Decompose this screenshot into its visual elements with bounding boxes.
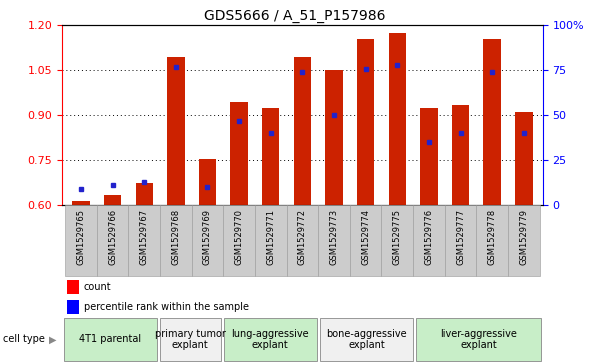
Text: ▶: ▶ xyxy=(49,334,57,344)
Text: GSM1529778: GSM1529778 xyxy=(488,209,497,265)
Text: GSM1529775: GSM1529775 xyxy=(393,209,402,265)
Text: lung-aggressive
explant: lung-aggressive explant xyxy=(231,329,309,350)
Bar xyxy=(160,205,192,276)
Text: bone-aggressive
explant: bone-aggressive explant xyxy=(326,329,407,350)
Bar xyxy=(445,205,476,276)
Text: percentile rank within the sample: percentile rank within the sample xyxy=(84,302,248,312)
Bar xyxy=(65,205,97,276)
FancyBboxPatch shape xyxy=(224,318,317,361)
Text: GSM1529770: GSM1529770 xyxy=(235,209,244,265)
FancyBboxPatch shape xyxy=(160,318,221,361)
Text: GSM1529779: GSM1529779 xyxy=(519,209,528,265)
Text: GSM1529768: GSM1529768 xyxy=(171,209,181,265)
Bar xyxy=(294,57,311,205)
Bar xyxy=(262,108,280,205)
Bar xyxy=(508,205,540,276)
Bar xyxy=(231,102,248,205)
Bar xyxy=(199,159,216,205)
Bar xyxy=(483,39,501,205)
Text: GSM1529771: GSM1529771 xyxy=(266,209,276,265)
Text: GSM1529765: GSM1529765 xyxy=(77,209,86,265)
Text: 4T1 parental: 4T1 parental xyxy=(79,334,141,344)
Bar xyxy=(350,205,382,276)
Bar xyxy=(72,201,90,205)
Bar xyxy=(192,205,223,276)
Bar xyxy=(136,183,153,205)
Bar xyxy=(325,70,343,205)
FancyBboxPatch shape xyxy=(64,318,156,361)
Bar xyxy=(476,205,508,276)
Bar xyxy=(382,205,413,276)
Text: GSM1529769: GSM1529769 xyxy=(203,209,212,265)
FancyBboxPatch shape xyxy=(320,318,413,361)
Text: cell type: cell type xyxy=(3,334,45,344)
Text: liver-aggressive
explant: liver-aggressive explant xyxy=(440,329,517,350)
Text: count: count xyxy=(84,282,111,292)
Text: GSM1529766: GSM1529766 xyxy=(108,209,117,265)
Text: primary tumor
explant: primary tumor explant xyxy=(155,329,225,350)
Bar xyxy=(167,57,185,205)
FancyBboxPatch shape xyxy=(416,318,541,361)
Text: GSM1529777: GSM1529777 xyxy=(456,209,465,265)
Bar xyxy=(97,205,129,276)
Bar xyxy=(67,300,79,314)
Text: GSM1529776: GSM1529776 xyxy=(424,209,434,265)
Bar xyxy=(67,280,79,294)
Bar xyxy=(452,105,469,205)
Bar xyxy=(413,205,445,276)
Bar xyxy=(389,33,406,205)
Text: GDS5666 / A_51_P157986: GDS5666 / A_51_P157986 xyxy=(204,9,386,23)
Text: GSM1529774: GSM1529774 xyxy=(361,209,370,265)
Bar xyxy=(223,205,255,276)
Bar xyxy=(104,195,122,205)
Bar xyxy=(255,205,287,276)
Bar xyxy=(357,39,374,205)
Bar xyxy=(129,205,160,276)
Bar xyxy=(287,205,318,276)
Bar xyxy=(318,205,350,276)
Text: GSM1529773: GSM1529773 xyxy=(329,209,339,265)
Text: GSM1529772: GSM1529772 xyxy=(298,209,307,265)
Bar xyxy=(420,108,438,205)
Bar xyxy=(515,112,533,205)
Text: GSM1529767: GSM1529767 xyxy=(140,209,149,265)
